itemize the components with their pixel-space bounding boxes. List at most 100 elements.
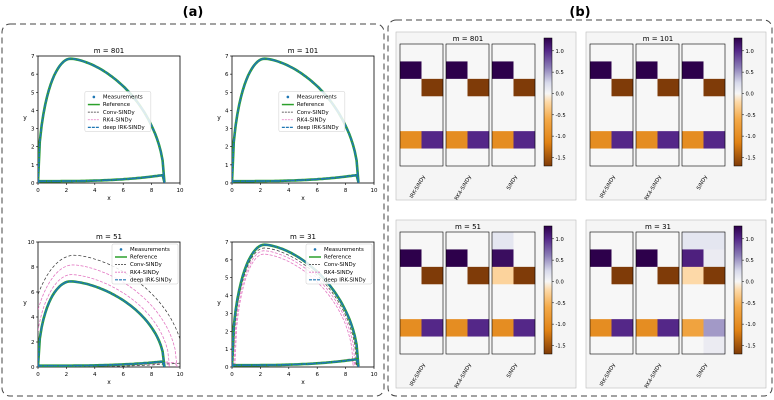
measurement-point <box>145 319 148 322</box>
measurement-point <box>159 344 162 347</box>
measurement-point <box>306 178 309 181</box>
heatmap-cell <box>590 266 612 285</box>
measurement-point <box>134 308 137 311</box>
heatmap-cell <box>703 78 726 97</box>
measurement-point <box>109 74 112 77</box>
measurement-point <box>343 306 345 309</box>
heatmap-cell <box>682 249 704 268</box>
matrix-frame <box>589 231 634 355</box>
heatmap-cell <box>703 61 726 80</box>
measurement-point <box>40 180 43 183</box>
heatmap-cell <box>492 78 514 97</box>
measurement-point <box>234 309 237 312</box>
measurement-point <box>324 361 327 364</box>
x-tick-label: 4 <box>93 188 97 194</box>
line-chart-0: m = 801 x y 0 2 4 6 8 10 0 1 2 3 4 5 6 7 MeasurementsRefe… <box>23 47 184 202</box>
measurement-point <box>324 177 327 180</box>
heatmap-cell <box>657 96 680 114</box>
measurement-point <box>145 362 148 364</box>
heatmap-cell <box>467 78 490 97</box>
measurement-point <box>127 177 130 180</box>
measurement-point <box>44 312 47 314</box>
heatmap-cell <box>590 232 612 250</box>
measurement-point <box>270 180 273 182</box>
measurement-point <box>73 58 76 60</box>
x-tick-label: 6 <box>315 188 319 194</box>
heatmap-cell <box>467 232 490 250</box>
measurement-point <box>94 65 97 68</box>
heatmap-cell <box>421 148 444 167</box>
coefficient-matrix <box>681 43 726 167</box>
measurement-point <box>353 174 356 177</box>
colorbar-tick-label: -1.0 <box>746 134 756 140</box>
matrix-frame <box>491 43 536 167</box>
matrix-frame <box>491 231 536 355</box>
measurement-point <box>84 60 86 63</box>
legend-label: deep IRK-SINDy <box>130 277 173 283</box>
heatmap-cell <box>611 131 634 149</box>
measurement-point <box>245 364 248 367</box>
measurement-point <box>238 103 241 106</box>
legend-label: Measurements <box>324 247 364 253</box>
measurement-point <box>62 364 65 367</box>
heatmap-cell <box>513 78 536 97</box>
heatmap-cell <box>611 44 634 62</box>
heatmap-cell <box>400 266 422 285</box>
heatmap-cell <box>446 301 468 320</box>
heatmap-cell <box>611 61 634 80</box>
heatmap-cell <box>611 319 634 337</box>
y-tick-label: 5 <box>225 276 229 282</box>
measurement-point <box>346 129 349 131</box>
measurement-point <box>306 362 309 365</box>
heatmap-cell <box>400 284 422 302</box>
measurement-point <box>80 180 83 182</box>
measurement-point <box>123 363 126 366</box>
x-tick-label: 6 <box>121 372 125 378</box>
measurement-point <box>303 363 306 365</box>
legend-label: Conv-SINDy <box>130 262 163 268</box>
heatmap-cell <box>703 113 726 132</box>
panel-label-a: (a) <box>183 5 204 20</box>
measurement-point <box>105 71 108 74</box>
y-tick-label: 6 <box>31 290 35 296</box>
y-tick-label: 0 <box>31 181 35 187</box>
colorbar-tick-label: -0.5 <box>556 301 566 307</box>
measurement-point <box>238 180 241 183</box>
heatmap-cell <box>421 232 444 250</box>
measurement-point <box>98 287 101 289</box>
measurement-point <box>134 362 137 365</box>
heatmap-cell <box>492 113 514 132</box>
x-tick-label: 10 <box>371 188 378 194</box>
measurement-point <box>296 363 298 366</box>
heatmap-cell <box>421 249 444 268</box>
x-tick-label: 2 <box>259 372 263 378</box>
heatmap-cell <box>400 44 422 62</box>
measurement-point <box>245 78 248 81</box>
measurement-point <box>252 65 255 67</box>
matrix-frame <box>445 43 490 167</box>
measurement-point <box>123 178 126 181</box>
heatmap-cell <box>657 148 680 167</box>
heatmap-cell <box>492 284 514 302</box>
y-axis-label: y <box>217 115 221 122</box>
heatmap-cell <box>513 301 536 320</box>
heatmap-cell <box>590 301 612 320</box>
heatmap-cell <box>421 336 444 355</box>
chart-title: m = 101 <box>643 35 674 43</box>
heatmap-cell <box>446 61 468 80</box>
legend-label: RK4-SINDy <box>130 270 160 276</box>
measurement-point <box>285 63 288 66</box>
panel-label-b: (b) <box>569 5 590 20</box>
measurement-point <box>256 364 259 367</box>
measurement-point <box>292 67 295 70</box>
legend-label: Reference <box>297 102 325 108</box>
heatmap-cell <box>682 301 704 320</box>
heatmap-cell <box>703 232 726 250</box>
colorbar-tick-label: -1.0 <box>556 322 566 328</box>
measurement-point <box>263 180 266 182</box>
colorbar <box>543 225 553 355</box>
measurement-point <box>76 364 79 367</box>
heatmap-cell <box>513 44 536 62</box>
heatmap-cell <box>400 113 422 132</box>
